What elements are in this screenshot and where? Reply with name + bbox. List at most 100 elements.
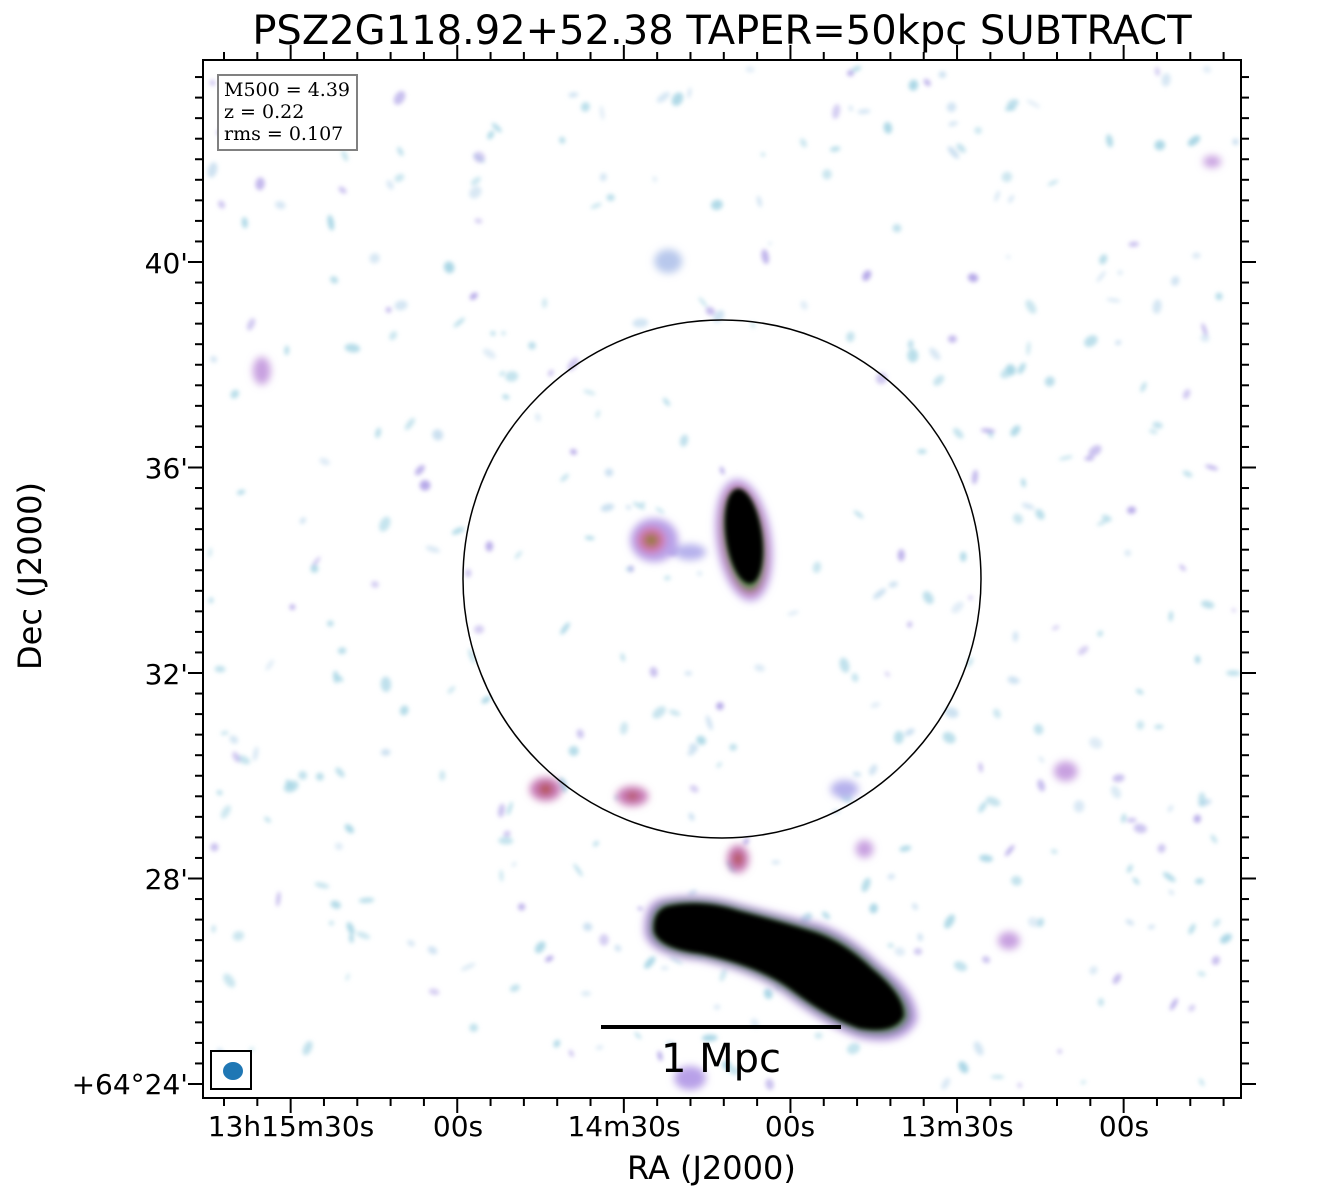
- noise-blob: [443, 261, 455, 274]
- info-redshift: z = 0.22: [224, 101, 305, 123]
- noise-blob: [447, 686, 456, 694]
- noise-blob: [1026, 99, 1041, 108]
- noise-blob: [787, 610, 799, 616]
- noise-blob: [846, 331, 855, 343]
- noise-blob: [941, 1077, 951, 1090]
- r500-circle: [462, 319, 982, 839]
- noise-blob: [1044, 376, 1055, 387]
- noise-blob: [660, 966, 669, 970]
- noise-blob: [560, 622, 570, 635]
- x-tick-label: 14m30s: [567, 1110, 681, 1143]
- noise-blob: [252, 746, 259, 762]
- noise-blob: [237, 755, 251, 765]
- noise-blob: [1193, 814, 1201, 823]
- noise-blob: [640, 502, 646, 506]
- noise-blob: [1188, 1004, 1196, 1012]
- x-tick-label: 00s: [1098, 1110, 1150, 1143]
- noise-blob: [656, 91, 671, 103]
- noise-blob: [498, 836, 514, 845]
- y-tick-label: 40': [144, 247, 188, 280]
- noise-blob: [701, 1034, 718, 1042]
- noise-blob: [887, 873, 895, 880]
- noise-blob: [948, 121, 958, 127]
- noise-blob: [944, 914, 955, 929]
- noise-blob: [509, 984, 520, 992]
- noise-blob: [315, 772, 324, 781]
- noise-blob: [1125, 919, 1135, 926]
- noise-blob: [214, 665, 226, 673]
- noise-blob: [380, 676, 392, 693]
- noise-blob: [386, 180, 394, 190]
- noise-blob: [346, 922, 355, 935]
- noise-blob: [1025, 299, 1037, 314]
- noise-blob: [1152, 421, 1163, 429]
- noise-blob: [1205, 464, 1219, 471]
- noise-blob: [394, 300, 408, 311]
- noise-blob: [1154, 724, 1164, 730]
- noise-blob: [333, 670, 339, 684]
- noise-blob: [1157, 843, 1166, 853]
- noise-blob: [1106, 298, 1121, 303]
- noise-blob: [528, 341, 536, 350]
- noise-blob: [1012, 631, 1019, 642]
- noise-blob: [917, 449, 927, 454]
- noise-blob: [754, 664, 765, 672]
- noise-blob: [829, 146, 841, 152]
- noise-blob: [229, 735, 239, 744]
- noise-blob: [470, 176, 481, 186]
- noise-blob: [505, 371, 519, 382]
- noise-blob: [583, 389, 596, 396]
- noise-blob: [1097, 630, 1103, 637]
- noise-blob: [218, 200, 226, 209]
- noise-blob: [379, 516, 391, 532]
- scale-bar: [601, 1025, 841, 1029]
- noise-blob: [1115, 340, 1122, 345]
- noise-blob: [1080, 1080, 1086, 1085]
- noise-blob: [1088, 445, 1102, 457]
- noise-blob: [873, 588, 887, 600]
- noise-blob: [799, 138, 807, 148]
- noise-blob: [851, 673, 859, 683]
- noise-blob: [800, 300, 808, 310]
- noise-blob: [953, 427, 964, 439]
- noise-blob: [913, 948, 923, 955]
- noise-blob: [1121, 813, 1127, 823]
- noise-blob: [335, 767, 345, 778]
- noise-blob: [985, 796, 1001, 807]
- noise-blob: [606, 193, 615, 202]
- noise-blob: [1126, 817, 1137, 823]
- noise-blob: [1026, 341, 1031, 356]
- noise-blob: [1057, 1049, 1062, 1054]
- noise-blob: [768, 241, 772, 246]
- noise-blob: [993, 708, 1001, 719]
- noise-blob: [483, 348, 496, 359]
- noise-blob: [599, 105, 605, 121]
- beam-ellipse: [223, 1062, 243, 1080]
- noise-blob: [765, 1078, 774, 1090]
- noise-blob: [619, 721, 628, 735]
- source-blob: [674, 544, 707, 561]
- noise-blob: [1135, 689, 1144, 695]
- source-blob: [997, 931, 1020, 950]
- noise-blob: [220, 805, 231, 819]
- central-source-core: [724, 488, 763, 584]
- noise-blob: [404, 417, 415, 431]
- source-blob: [654, 249, 683, 274]
- noise-blob: [469, 1023, 478, 1032]
- noise-blob: [567, 357, 579, 371]
- noise-blob: [852, 771, 862, 777]
- noise-blob: [763, 988, 773, 1000]
- noise-blob: [427, 946, 438, 955]
- faint-sources: [252, 155, 1222, 1091]
- source-blob: [252, 356, 271, 385]
- noise-blob: [211, 924, 216, 933]
- noise-blob: [439, 770, 446, 781]
- source-blob: [1203, 155, 1222, 168]
- noise-blob: [534, 413, 541, 422]
- noise-blob: [929, 347, 941, 361]
- noise-blob: [407, 940, 415, 947]
- noise-blob: [846, 1043, 861, 1055]
- noise-blob: [1089, 966, 1098, 975]
- noise-blob: [335, 842, 343, 851]
- noise-blob: [911, 903, 918, 910]
